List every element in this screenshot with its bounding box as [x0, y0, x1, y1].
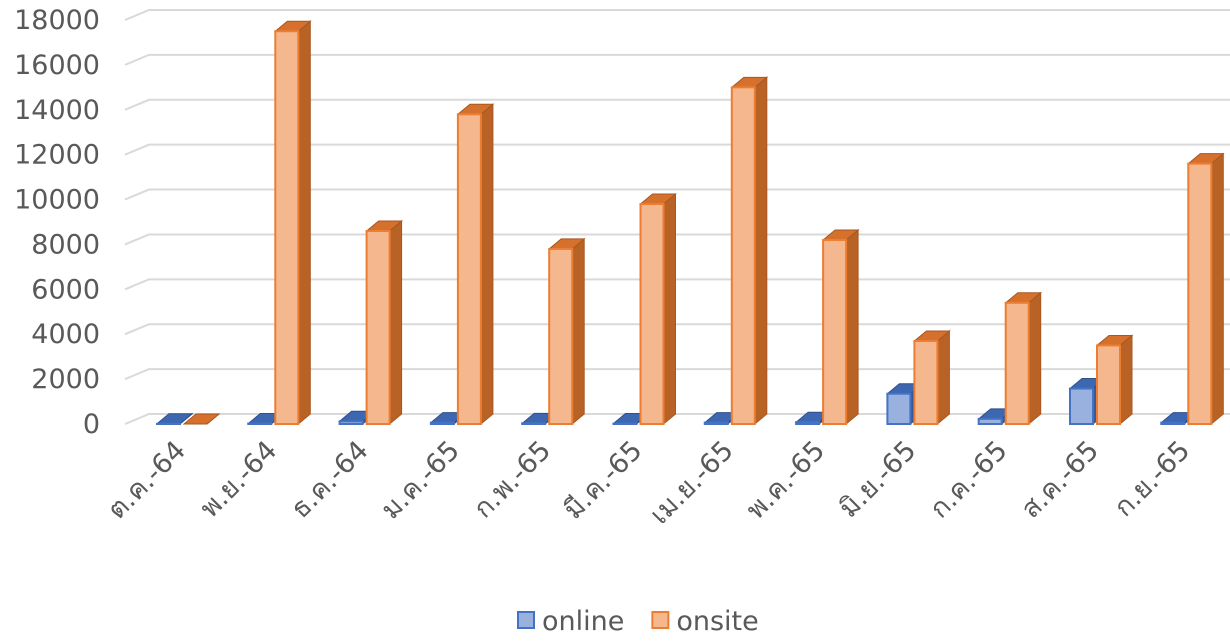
- bar-onsite-1: [273, 20, 312, 426]
- y-tick-label: 12000: [14, 140, 100, 171]
- bar-side: [936, 329, 950, 426]
- gridline: [124, 278, 1230, 291]
- bar-online-0: [155, 412, 194, 426]
- gridline: [124, 233, 1230, 246]
- bar-onsite-6: [730, 76, 769, 426]
- bar-onsite-11: [1186, 152, 1225, 426]
- x-tick-label: มิ.ย.-65: [833, 435, 922, 524]
- gridline: [124, 53, 1230, 66]
- gridline: [124, 188, 1230, 201]
- gridline: [124, 368, 1230, 381]
- bar-onsite-4: [547, 237, 586, 426]
- bar-side: [1028, 291, 1042, 426]
- gridlines: [124, 9, 1230, 425]
- bar-onsite-7: [821, 228, 860, 426]
- bar-front: [521, 422, 547, 425]
- x-tick-label: ธ.ค.-64: [285, 435, 375, 525]
- bar-front: [274, 30, 300, 425]
- bar-side: [480, 103, 494, 426]
- bar-onsite-8: [913, 329, 951, 426]
- bar-front: [1069, 387, 1094, 426]
- bar-side: [845, 228, 859, 426]
- bar-side: [1119, 334, 1133, 426]
- x-tick-label: มี.ค.-65: [558, 435, 649, 526]
- x-tick-label: พ.ค.-65: [740, 435, 831, 526]
- y-tick-label: 4000: [31, 319, 100, 350]
- legend-label: onsite: [676, 606, 758, 637]
- legend-swatch: [651, 611, 670, 629]
- y-tick-label: 16000: [14, 50, 100, 81]
- bar-front: [365, 229, 391, 425]
- bars: [155, 20, 1225, 426]
- bar-onsite-10: [1095, 334, 1134, 426]
- bar-front: [730, 86, 756, 425]
- bar-front: [456, 113, 482, 426]
- gridline: [124, 9, 1230, 21]
- bar-front: [1096, 344, 1121, 426]
- bar-onsite-5: [639, 192, 677, 426]
- x-tick-label: ส.ค.-65: [1015, 435, 1105, 525]
- y-tick-label: 2000: [31, 364, 100, 395]
- bar-front: [548, 247, 574, 425]
- bar-front: [429, 421, 455, 425]
- gridline: [124, 323, 1230, 336]
- y-tick-label: 10000: [14, 185, 100, 216]
- x-tick-label: เม.ย.-65: [644, 435, 740, 531]
- legend-item-onsite: onsite: [651, 606, 759, 637]
- gridline: [124, 143, 1230, 156]
- bar-front: [1160, 421, 1186, 425]
- bar-onsite-3: [456, 103, 495, 426]
- bar-side: [1210, 152, 1224, 426]
- bar-top: [182, 413, 221, 425]
- bar-front: [795, 421, 821, 425]
- x-tick-label: ต.ค.-64: [102, 435, 192, 525]
- legend: online onsite: [517, 606, 759, 637]
- x-tick-label: ก.พ.-65: [468, 435, 557, 524]
- y-tick-label: 18000: [14, 5, 100, 36]
- bar-side: [297, 20, 311, 426]
- bar-front: [338, 420, 364, 426]
- bar-front: [703, 421, 729, 425]
- x-axis-ticks: ต.ค.-64 พ.ย.-64 ธ.ค.-64 ม.ค.-65 ก.พ.-65 มี.ค.…: [102, 435, 1197, 531]
- y-tick-label: 0: [83, 409, 100, 440]
- bar-front: [822, 238, 848, 425]
- legend-label: online: [542, 606, 624, 637]
- bar-front: [886, 392, 912, 426]
- bar-onsite-9: [1004, 291, 1043, 426]
- bar-front: [913, 339, 939, 426]
- x-tick-label: ก.ค.-65: [924, 435, 1014, 525]
- gridline: [124, 98, 1230, 111]
- x-tick-label: ม.ค.-65: [375, 435, 466, 526]
- bar-side: [571, 237, 585, 426]
- y-tick-label: 8000: [31, 229, 100, 260]
- bar-side: [754, 76, 768, 426]
- y-tick-label: 6000: [31, 274, 100, 305]
- bar-front: [977, 417, 1003, 425]
- bar-onsite-0: [182, 413, 221, 425]
- bar-side: [389, 219, 403, 426]
- y-axis-ticks: 0 2000 4000 6000 8000 10000 12000 14000 16000 180…: [14, 5, 100, 440]
- x-tick-label: ก.ย.-65: [1108, 435, 1196, 523]
- x-tick-label: พ.ย.-64: [194, 435, 283, 524]
- y-tick-label: 14000: [14, 95, 100, 126]
- bar-side: [663, 192, 676, 426]
- bar-front: [1187, 162, 1213, 425]
- legend-item-online: online: [517, 606, 624, 637]
- bar-front: [639, 203, 665, 425]
- bar-onsite-2: [365, 219, 403, 426]
- bar-front: [1004, 301, 1030, 425]
- legend-swatch: [517, 611, 535, 629]
- gridline: [124, 413, 1230, 425]
